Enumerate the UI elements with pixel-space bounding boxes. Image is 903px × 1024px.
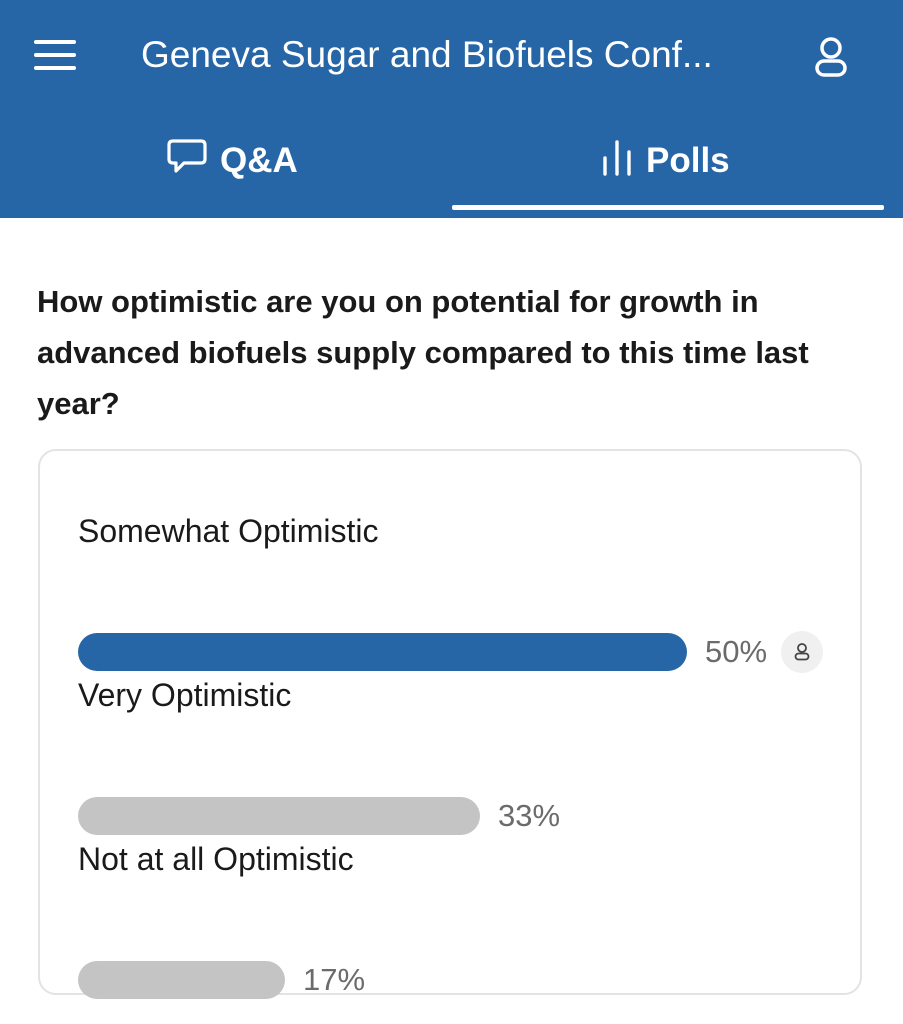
- menu-button[interactable]: [34, 38, 78, 72]
- active-tab-indicator: [452, 205, 884, 210]
- poll-option-label: Very Optimistic: [78, 677, 292, 713]
- hamburger-menu-icon: [34, 40, 76, 44]
- poll-option-label: Somewhat Optimistic: [78, 513, 379, 549]
- poll-percent: 33%: [498, 798, 561, 833]
- tab-qa-label: Q&A: [220, 141, 298, 180]
- poll-percent: 50%: [705, 634, 768, 669]
- user-icon: [794, 643, 810, 661]
- poll-bar-fill: [78, 797, 480, 835]
- profile-button[interactable]: [808, 34, 854, 80]
- poll-option-label: Not at all Optimistic: [78, 841, 354, 877]
- tab-polls[interactable]: Polls: [600, 130, 730, 192]
- tab-qa[interactable]: Q&A: [164, 130, 298, 192]
- poll-option-very-optimistic[interactable]: Very Optimistic 33%: [78, 675, 838, 835]
- poll-option-somewhat-optimistic[interactable]: Somewhat Optimistic 50%: [78, 511, 838, 673]
- tab-polls-label: Polls: [646, 141, 730, 180]
- app-header: Geneva Sugar and Biofuels Conf... Q&A Po…: [0, 0, 903, 218]
- chat-bubble-icon: [164, 137, 208, 186]
- poll-bar-fill: [78, 961, 285, 999]
- poll-bar-fill: [78, 633, 687, 671]
- event-title: Geneva Sugar and Biofuels Conf...: [141, 34, 713, 75]
- poll-question: How optimistic are you on potential for …: [37, 284, 809, 421]
- poll-results-card: Somewhat Optimistic 50% Very Optimistic …: [38, 449, 862, 999]
- poll-option-not-at-all-optimistic[interactable]: Not at all Optimistic 17%: [78, 839, 838, 999]
- bar-chart-icon: [600, 138, 634, 185]
- user-icon: [815, 37, 847, 77]
- voted-badge: [781, 631, 823, 673]
- poll-percent: 17%: [303, 962, 366, 997]
